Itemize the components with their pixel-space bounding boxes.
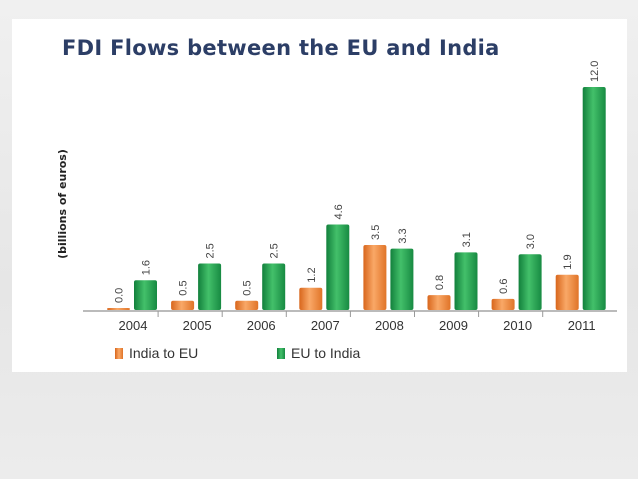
value-label-eu-to-india-2007: 4.6 [333,204,345,219]
legend-label: India to EU [129,345,199,361]
value-label-india-to-eu-2010: 0.6 [498,279,510,294]
legend-item-india-to-eu: India to EU [115,345,198,361]
bar-india-to-eu-2006 [235,300,259,310]
bar-eu-to-india-2005 [198,263,222,310]
bar-india-to-eu-2005 [171,300,195,310]
y-axis-label: (billions of euros) [56,149,69,259]
value-label-eu-to-india-2009: 3.1 [461,232,473,247]
value-label-india-to-eu-2009: 0.8 [434,275,446,290]
bar-eu-to-india-2011 [582,87,606,310]
bar-india-to-eu-2008 [363,244,387,310]
x-tick-label-2010: 2010 [503,318,532,333]
x-tick-label-2009: 2009 [439,318,468,333]
x-tick-label-2007: 2007 [311,318,340,333]
value-label-eu-to-india-2006: 2.5 [269,243,281,258]
x-tick-label-2006: 2006 [247,318,276,333]
value-label-eu-to-india-2004: 1.6 [141,260,153,275]
chart-title: FDI Flows between the EU and India [62,36,500,60]
bar-india-to-eu-2011 [555,274,579,310]
value-label-india-to-eu-2008: 3.5 [370,225,382,240]
bar-india-to-eu-2009 [427,295,451,310]
value-label-eu-to-india-2008: 3.3 [397,228,409,243]
value-label-india-to-eu-2006: 0.5 [242,280,254,295]
value-label-india-to-eu-2007: 1.2 [306,267,318,282]
bar-eu-to-india-2008 [390,248,414,310]
fdi-bar-chart: (billions of euros) 0.0 1.6 0.5 2.5 0.5 2.5 1.… [56,61,617,333]
bar-eu-to-india-2009 [454,252,478,310]
bar-eu-to-india-2006 [262,263,286,310]
value-label-eu-to-india-2011: 12.0 [589,61,601,82]
value-label-eu-to-india-2010: 3.0 [525,234,537,249]
value-label-india-to-eu-2004: 0.0 [114,288,126,303]
value-label-india-to-eu-2011: 1.9 [562,254,574,269]
bar-eu-to-india-2010 [518,254,542,310]
bar-india-to-eu-2010 [491,298,515,310]
legend-item-eu-to-india: EU to India [277,345,360,361]
x-tick-label-2004: 2004 [119,318,148,333]
bars-layer: 0.0 1.6 0.5 2.5 0.5 2.5 1.2 4.6 3.5 3.3 0.8 3.1 0.6 3… [107,61,606,310]
x-tick-label-2005: 2005 [183,318,212,333]
value-label-eu-to-india-2005: 2.5 [205,243,217,258]
value-label-india-to-eu-2005: 0.5 [178,280,190,295]
slide-panel: FDI Flows between the EU and India (bill… [12,19,627,372]
bar-eu-to-india-2004 [134,280,157,310]
legend-swatch-green [277,347,285,359]
legend-label: EU to India [291,345,361,361]
x-tick-label-2011: 2011 [568,318,596,333]
x-tick-label-2008: 2008 [375,318,404,333]
legend-swatch-orange [115,347,123,359]
bar-eu-to-india-2007 [326,224,350,310]
bar-india-to-eu-2007 [299,287,323,310]
bar-india-to-eu-2004 [107,308,130,310]
ticks-layer: 2004 2005 2006 2007 2008 2009 2010 2011 [119,311,596,333]
